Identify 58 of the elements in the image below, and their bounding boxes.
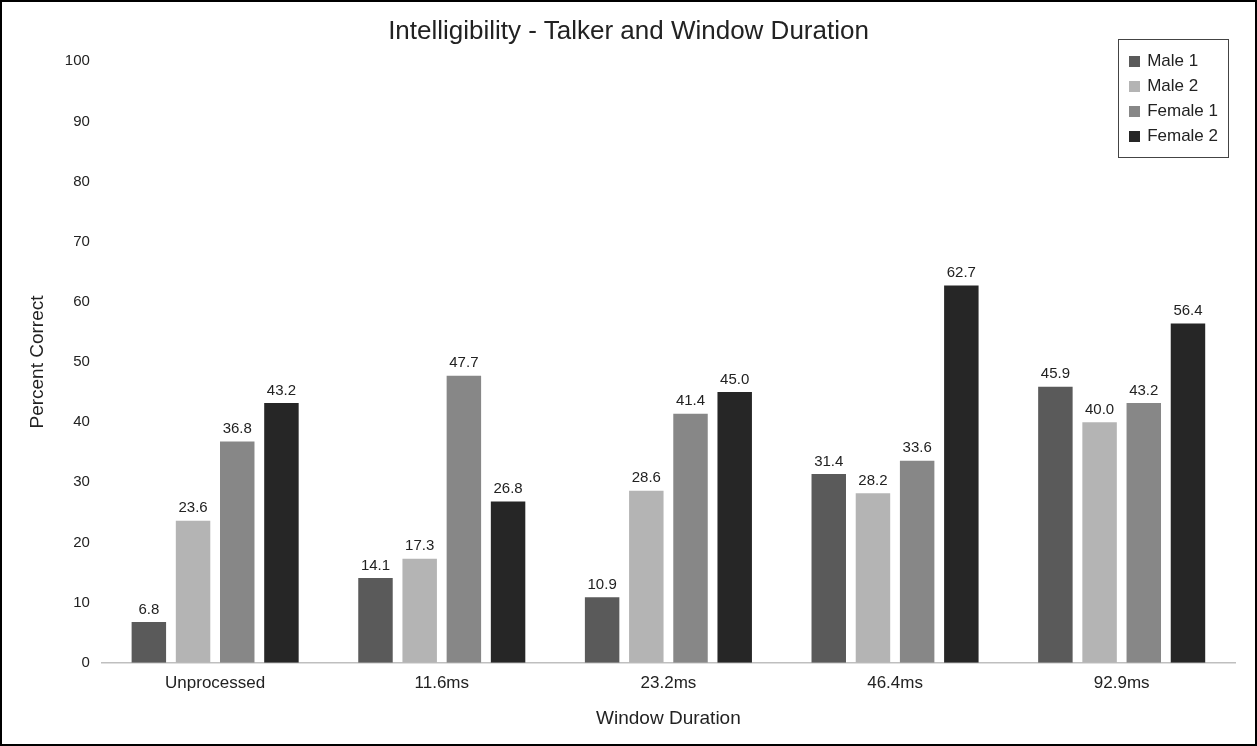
data-label: 31.4 xyxy=(814,451,844,469)
data-label: 56.4 xyxy=(1173,301,1203,319)
data-label: 41.4 xyxy=(675,391,706,409)
data-label: 43.2 xyxy=(1129,380,1159,398)
data-label: 26.8 xyxy=(493,479,523,497)
x-tick-label: Unprocessed xyxy=(165,672,266,692)
y-axis-title: Percent Correct xyxy=(25,294,47,429)
data-label: 10.9 xyxy=(587,574,617,592)
x-tick-label: 92.9ms xyxy=(1093,672,1150,692)
y-tick-label: 100 xyxy=(64,51,90,69)
bar xyxy=(358,577,393,663)
data-label: 23.6 xyxy=(178,498,208,516)
y-tick-label: 60 xyxy=(73,291,90,309)
legend-label: Male 2 xyxy=(1147,76,1199,97)
data-label: 43.2 xyxy=(266,380,297,398)
bar xyxy=(131,621,167,663)
bar xyxy=(811,473,846,663)
legend-label: Male 1 xyxy=(1147,51,1199,72)
y-tick-label: 30 xyxy=(73,472,90,490)
bar xyxy=(1126,402,1162,663)
y-tick-label: 90 xyxy=(73,111,90,129)
data-label: 47.7 xyxy=(449,353,479,371)
x-axis-title: Window Duration xyxy=(596,706,741,728)
y-tick-label: 40 xyxy=(73,412,90,430)
legend-label: Female 1 xyxy=(1147,101,1218,122)
y-tick-label: 80 xyxy=(73,171,90,189)
bar xyxy=(220,441,255,663)
data-label: 14.1 xyxy=(360,555,391,573)
data-label: 45.9 xyxy=(1040,364,1070,382)
y-tick-label: 10 xyxy=(73,592,90,610)
bar xyxy=(584,597,620,663)
chart-title: Intelligibility - Talker and Window Duration xyxy=(388,14,869,45)
bar xyxy=(944,285,979,663)
y-tick-label: 50 xyxy=(73,352,90,370)
bar xyxy=(717,392,752,663)
bar xyxy=(899,460,935,663)
bar xyxy=(673,413,708,663)
bar xyxy=(446,375,482,663)
data-label: 28.2 xyxy=(858,470,888,488)
x-tick-label: 11.6ms xyxy=(414,672,470,692)
data-label: 33.6 xyxy=(902,438,932,456)
data-label: 17.3 xyxy=(405,536,435,554)
data-label: 45.0 xyxy=(720,369,750,387)
x-tick-label: 23.2ms xyxy=(640,672,697,692)
data-label: 36.8 xyxy=(222,419,252,437)
bar xyxy=(1170,323,1206,663)
data-label: 6.8 xyxy=(138,599,160,617)
y-tick-label: 0 xyxy=(81,652,90,670)
x-tick-label: 46.4ms xyxy=(867,672,923,692)
y-tick-label: 70 xyxy=(73,231,90,249)
bar xyxy=(264,402,299,663)
legend-label: Female 2 xyxy=(1147,126,1218,147)
bar xyxy=(1038,386,1073,663)
data-label: 62.7 xyxy=(946,263,976,281)
y-tick-label: 20 xyxy=(73,532,90,550)
bar xyxy=(490,501,526,663)
data-label: 40.0 xyxy=(1084,399,1115,417)
data-label: 28.6 xyxy=(631,468,661,486)
